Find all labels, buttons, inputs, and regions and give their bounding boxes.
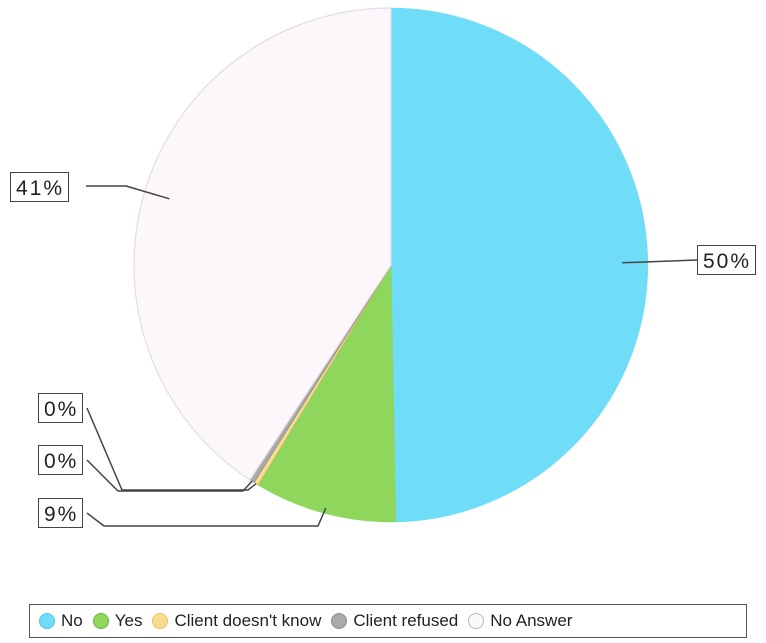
legend-label-no: No [61,611,83,630]
legend-label-client-refused: Client refused [353,611,459,630]
legend-swatch-no [39,613,55,629]
legend-swatch-client-doesnt-know [152,613,169,629]
leader-line-no-answer [86,185,170,200]
legend-swatch-no-answer [468,613,485,629]
pie-slices [133,7,649,523]
data-label-no-answer: 41% [10,172,70,202]
leader-line-no [622,259,698,264]
legend-item-yes: Yes [92,611,143,631]
legend-swatch-yes [92,613,109,629]
legend-item-no-answer: No Answer [468,611,572,631]
legend-label-no-answer: No Answer [490,611,573,630]
leader-line-yes [86,507,327,527]
leader-lines [86,185,698,527]
legend-label-yes: Yes [114,611,143,630]
legend-label-client-doesnt-know: Client doesn't know [174,611,322,630]
chart-legend: No Yes Client doesn't know Client refuse… [29,604,747,638]
leader-line-client-refused [86,459,253,492]
data-label-yes: 9% [38,498,84,528]
pie-chart [86,7,698,527]
leader-line-client-doesnt-know [86,407,257,491]
legend-item-client-refused: Client refused [331,611,458,631]
data-label-no: 50% [697,245,757,275]
pie-slice-no [390,7,649,523]
data-label-client-refused: 0% [38,445,84,475]
legend-swatch-client-refused [331,613,348,629]
legend-item-client-doesnt-know: Client doesn't know [152,611,321,631]
legend-item-no: No [39,611,83,631]
data-label-client-doesnt-know: 0% [38,393,84,423]
